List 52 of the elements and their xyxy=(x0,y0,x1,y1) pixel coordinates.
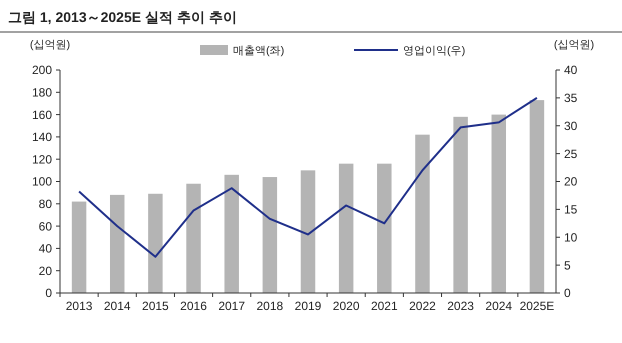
x-tick-label: 2013 xyxy=(66,299,93,313)
x-tick-label: 2016 xyxy=(180,299,208,313)
x-tick-label: 2024 xyxy=(485,299,512,313)
bar xyxy=(300,170,316,293)
x-tick-label: 2014 xyxy=(104,299,131,313)
legend-label: 매출액(좌) xyxy=(233,44,284,57)
legend-label: 영업이익(우) xyxy=(403,44,466,57)
bar xyxy=(72,202,86,293)
y2-tick-label: 35 xyxy=(564,91,578,106)
y2-tick-label: 20 xyxy=(564,174,578,189)
x-tick-label: 2015 xyxy=(142,299,170,313)
y-tick-label: 140 xyxy=(32,130,52,144)
x-tick-label: 2023 xyxy=(447,299,474,313)
bar xyxy=(186,184,201,293)
line-series xyxy=(78,96,538,258)
y-tick-label: 0 xyxy=(45,286,52,300)
y2-tick-label: 15 xyxy=(564,202,578,217)
y-tick-label: 80 xyxy=(38,197,52,211)
chart-title: 그림 1, 2013～2025E 실적 추이 추이 xyxy=(8,9,237,25)
y2-tick-label: 5 xyxy=(564,258,571,272)
y-tick-label: 160 xyxy=(32,108,52,122)
bar xyxy=(262,177,278,293)
y-tick-label: 40 xyxy=(38,242,52,256)
x-tick-label: 2025E xyxy=(520,299,554,313)
bar xyxy=(453,116,468,293)
bar xyxy=(377,164,392,293)
bar xyxy=(338,164,354,293)
y-tick-label: 120 xyxy=(32,152,52,166)
y2-tick-label: 0 xyxy=(564,286,571,300)
y2-axis-title: (십억원) xyxy=(554,39,594,51)
bar xyxy=(415,134,430,293)
y-tick-label: 20 xyxy=(38,264,52,278)
bar xyxy=(148,194,163,293)
x-tick-label: 2020 xyxy=(332,299,360,313)
y2-tick-label: 40 xyxy=(564,63,578,78)
y-tick-label: 200 xyxy=(32,63,52,78)
x-tick-label: 2018 xyxy=(256,299,284,313)
bar xyxy=(224,174,239,293)
x-tick-label: 2022 xyxy=(409,299,436,313)
bar xyxy=(492,114,506,293)
y-tick-label: 100 xyxy=(32,174,52,189)
bar xyxy=(110,194,124,293)
y2-tick-label: 25 xyxy=(564,146,578,161)
y-tick-label: 180 xyxy=(32,86,52,100)
y2-tick-label: 30 xyxy=(564,118,578,133)
x-tick-label: 2017 xyxy=(218,299,246,313)
y-axis-title: (십억원) xyxy=(30,39,70,51)
x-tick-label: 2021 xyxy=(370,299,398,313)
x-tick-label: 2019 xyxy=(294,299,322,313)
y-tick-label: 60 xyxy=(38,219,52,234)
y2-tick-label: 10 xyxy=(564,230,578,244)
bar xyxy=(530,100,544,293)
